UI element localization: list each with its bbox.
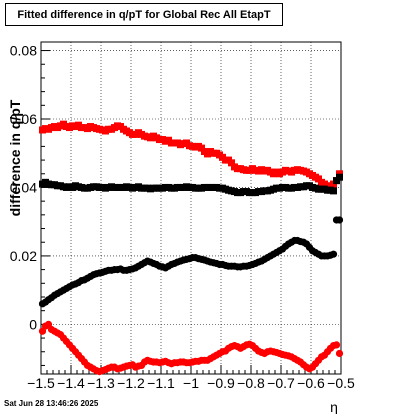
y-tick-label: 0.08: [10, 43, 37, 59]
y-tick-label: 0.02: [10, 248, 37, 264]
x-tick-label: −1.2: [117, 375, 145, 391]
y-axis-title: difference in q/pT: [7, 99, 23, 216]
x-tick-label: −0.8: [237, 375, 265, 391]
data-point-circle: [335, 216, 344, 224]
x-tick-label: −0.9: [207, 375, 235, 391]
x-axis-title: η: [330, 399, 338, 414]
x-tick-label: −0.5: [327, 375, 355, 391]
tick-labels: −1.5 −1.4 −1.3 −1.2 −1.1 −1 −0.9 −0.8 −0.7 −0.6 −0…: [10, 43, 355, 391]
data-point-square: [330, 187, 337, 195]
x-tick-label: −1.1: [147, 375, 175, 391]
y-tick-label: 0: [29, 316, 37, 332]
x-tick-label: −1: [183, 375, 199, 391]
chart-title: Fitted difference in q/pT for Global Rec…: [5, 3, 283, 26]
series-0: [39, 120, 343, 191]
x-tick-label: −0.6: [297, 375, 325, 391]
data-point-square: [228, 159, 235, 167]
grid-lines: [40, 42, 342, 374]
y-tick-label: 0.04: [10, 179, 37, 195]
data-point-circle: [332, 341, 341, 349]
y-tick-label: 0.06: [10, 111, 37, 127]
data-markers: [38, 120, 344, 376]
series-1: [39, 173, 343, 197]
data-point-square: [336, 173, 343, 181]
x-tick-label: −0.7: [267, 375, 295, 391]
data-point-circle: [329, 250, 338, 258]
timestamp: Sat Jun 28 13:46:26 2025: [4, 399, 99, 408]
x-tick-label: −1.3: [87, 375, 115, 391]
x-tick-label: −1.4: [57, 375, 85, 391]
x-tick-label: −1.5: [27, 375, 55, 391]
series-3: [38, 320, 344, 376]
data-point-circle: [335, 349, 344, 358]
chart-title-text: Fitted difference in q/pT for Global Rec…: [17, 8, 271, 21]
series-2: [38, 216, 344, 308]
